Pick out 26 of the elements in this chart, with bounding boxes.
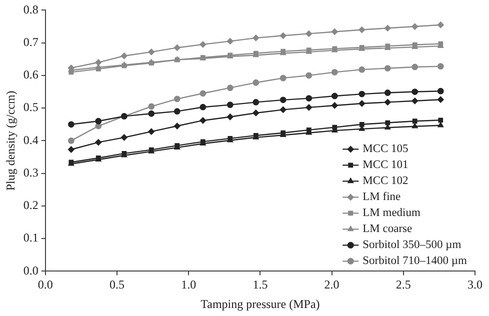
y-tick-label: 0.8 <box>23 2 38 16</box>
x-tick-label: 2.5 <box>396 278 411 292</box>
legend-label: LM fine <box>362 191 401 204</box>
legend-label: Sorbitol 350–500 µm <box>362 239 462 252</box>
x-tick-label: 1.5 <box>252 278 268 292</box>
y-axis-title: Plug density (g/ccm) <box>3 90 18 191</box>
y-tick-label: 0.5 <box>23 100 38 114</box>
legend-label: LM medium <box>362 207 420 220</box>
legend-label: MCC 102 <box>362 175 409 188</box>
y-tick-label: 0.0 <box>23 263 38 278</box>
y-tick-label: 0.7 <box>23 34 38 49</box>
legend-label: MCC 105 <box>362 143 409 156</box>
legend-label: MCC 101 <box>362 159 409 172</box>
y-tick-label: 0.1 <box>23 230 38 245</box>
y-tick-label: 0.4 <box>23 132 38 147</box>
x-tick-label: 0.5 <box>110 278 124 292</box>
legend-label: Sorbitol 710–1400 µm <box>362 255 468 268</box>
y-tick-label: 0.2 <box>23 198 38 212</box>
legend-label: LM coarse <box>362 223 412 236</box>
x-tick-label: 1.0 <box>181 278 196 292</box>
x-axis-title: Tamping pressure (MPa) <box>200 296 320 311</box>
y-tick-label: 0.3 <box>23 165 38 180</box>
x-tick-label: 0.0 <box>38 278 53 292</box>
x-tick-label: 2.0 <box>324 278 340 292</box>
y-tick-label: 0.6 <box>23 68 38 82</box>
x-tick-label: 3.0 <box>468 278 482 292</box>
